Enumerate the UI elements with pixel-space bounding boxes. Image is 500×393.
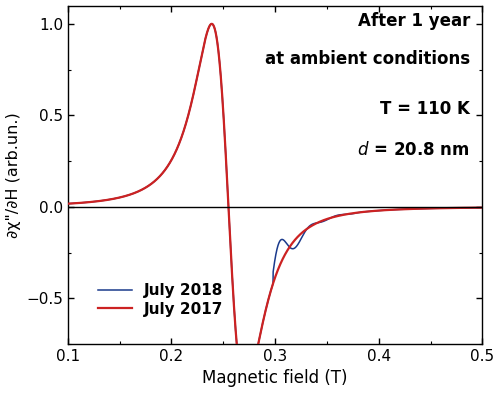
July 2017: [310, 222, 316, 227]
July 2018: [65, 201, 71, 206]
July 2018: [86, 200, 91, 204]
July 2018: [242, 387, 248, 392]
July 2018: [394, 207, 400, 212]
Y-axis label: ∂χ"/∂H (arb.un.): ∂χ"/∂H (arb.un.): [6, 112, 20, 238]
Text: T = 110 K: T = 110 K: [380, 100, 470, 118]
July 2018: [328, 215, 334, 220]
July 2017: [394, 207, 400, 212]
July 2017: [372, 208, 378, 213]
July 2018: [372, 208, 378, 213]
July 2017: [86, 200, 91, 204]
July 2018: [208, 22, 214, 26]
Text: $\mathit{d}$ = 20.8 nm: $\mathit{d}$ = 20.8 nm: [358, 141, 470, 159]
July 2017: [480, 205, 486, 210]
July 2018: [480, 205, 486, 210]
July 2018: [310, 222, 316, 226]
Text: After 1 year: After 1 year: [358, 12, 470, 30]
Line: July 2018: July 2018: [68, 24, 482, 390]
July 2017: [328, 215, 334, 220]
Line: July 2017: July 2017: [68, 24, 482, 390]
July 2017: [208, 22, 214, 26]
July 2017: [65, 201, 71, 206]
Text: at ambient conditions: at ambient conditions: [265, 50, 470, 68]
Legend: July 2018, July 2017: July 2018, July 2017: [92, 277, 230, 323]
July 2017: [242, 387, 248, 392]
July 2017: [215, 45, 221, 50]
July 2018: [215, 45, 221, 50]
X-axis label: Magnetic field (T): Magnetic field (T): [202, 369, 348, 387]
